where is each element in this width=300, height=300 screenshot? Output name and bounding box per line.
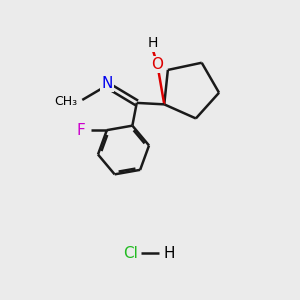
Text: H: H: [164, 246, 175, 261]
Text: H: H: [148, 36, 158, 50]
Text: F: F: [76, 123, 85, 138]
Text: CH₃: CH₃: [55, 95, 78, 108]
Text: O: O: [152, 57, 164, 72]
Text: Cl: Cl: [123, 246, 138, 261]
Text: N: N: [101, 76, 112, 91]
